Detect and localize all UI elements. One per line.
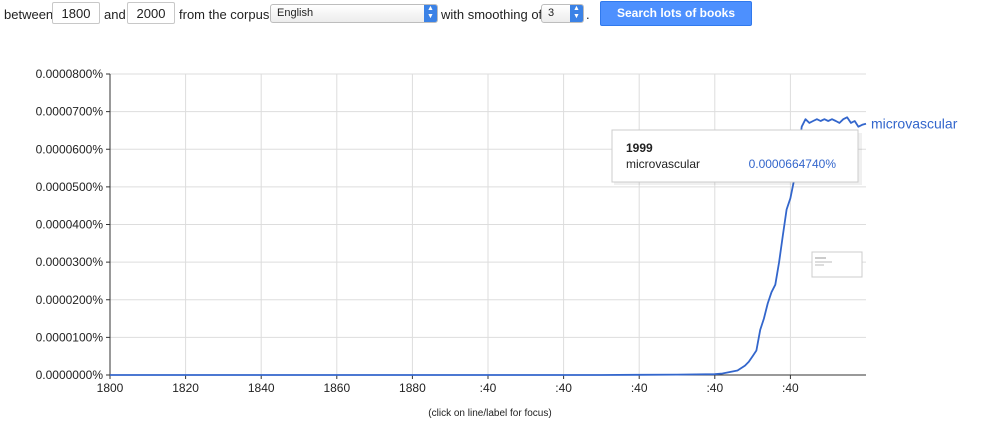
- y-tick-label: 0.0000800%: [36, 67, 104, 81]
- x-tick-label: :40: [782, 381, 799, 395]
- query-controls: between 1800 and 2000 from the corpus En…: [0, 0, 985, 28]
- y-tick-label: 0.0000100%: [36, 330, 104, 344]
- y-tick-label: 0.0000400%: [36, 218, 104, 232]
- y-tick-label: 0.0000200%: [36, 293, 104, 307]
- x-tick-label: 1880: [399, 381, 426, 395]
- smoothing-select[interactable]: 3 ▲ ▼: [541, 4, 584, 23]
- series-layer: microvascular: [110, 116, 958, 376]
- corpus-select-value: English: [277, 7, 314, 19]
- tooltip-value: 0.0000664740%: [749, 157, 837, 171]
- start-year-input[interactable]: 1800: [52, 2, 100, 24]
- tooltip-year: 1999: [626, 141, 653, 155]
- chart-footnote: (click on line/label for focus): [428, 408, 551, 419]
- x-tick-label: 1860: [323, 381, 350, 395]
- tooltip-box: [611, 129, 859, 183]
- select-arrows-icon: ▲ ▼: [570, 5, 583, 22]
- x-tick-label: 1800: [97, 381, 124, 395]
- x-tick-label: :40: [555, 381, 572, 395]
- tooltip-series-name: microvascular: [626, 157, 700, 171]
- x-tick-label: 1820: [172, 381, 199, 395]
- x-tick-label: 1840: [248, 381, 275, 395]
- series-label-microvascular[interactable]: microvascular: [871, 116, 958, 132]
- between-label: between: [4, 7, 54, 22]
- y-tick-label: 0.0000000%: [36, 368, 104, 382]
- y-axis-ticks: 0.0000000% 0.0000100% 0.0000200% 0.0000300%…: [36, 67, 110, 382]
- select-arrows-icon: ▲ ▼: [424, 5, 437, 22]
- x-tick-label: :40: [631, 381, 648, 395]
- series-line-microvascular: [110, 116, 867, 376]
- y-tick-label: 0.0000300%: [36, 255, 104, 269]
- corpus-select[interactable]: English ▲ ▼: [270, 4, 438, 23]
- x-tick-label: :40: [480, 381, 497, 395]
- end-year-input[interactable]: 2000: [127, 2, 175, 24]
- search-button[interactable]: Search lots of books: [600, 1, 752, 26]
- and-label: and: [104, 7, 126, 22]
- grid-lines: [110, 73, 866, 375]
- tooltip: 1999 microvascular 0.0000664740%: [611, 129, 862, 185]
- y-tick-label: 0.0000600%: [36, 142, 104, 156]
- x-axis-ticks: 1800 1820 1840 1860 1880 :40 :40 :40 :40 :40: [97, 375, 799, 395]
- y-tick-label: 0.0000500%: [36, 180, 104, 194]
- mini-preview-thumbnail: [811, 251, 863, 278]
- period-label: .: [586, 7, 590, 22]
- y-tick-label: 0.0000700%: [36, 105, 104, 119]
- corpus-label: from the corpus: [179, 7, 270, 22]
- smoothing-label: with smoothing of: [441, 7, 543, 22]
- smoothing-select-value: 3: [548, 7, 555, 19]
- x-tick-label: :40: [706, 381, 723, 395]
